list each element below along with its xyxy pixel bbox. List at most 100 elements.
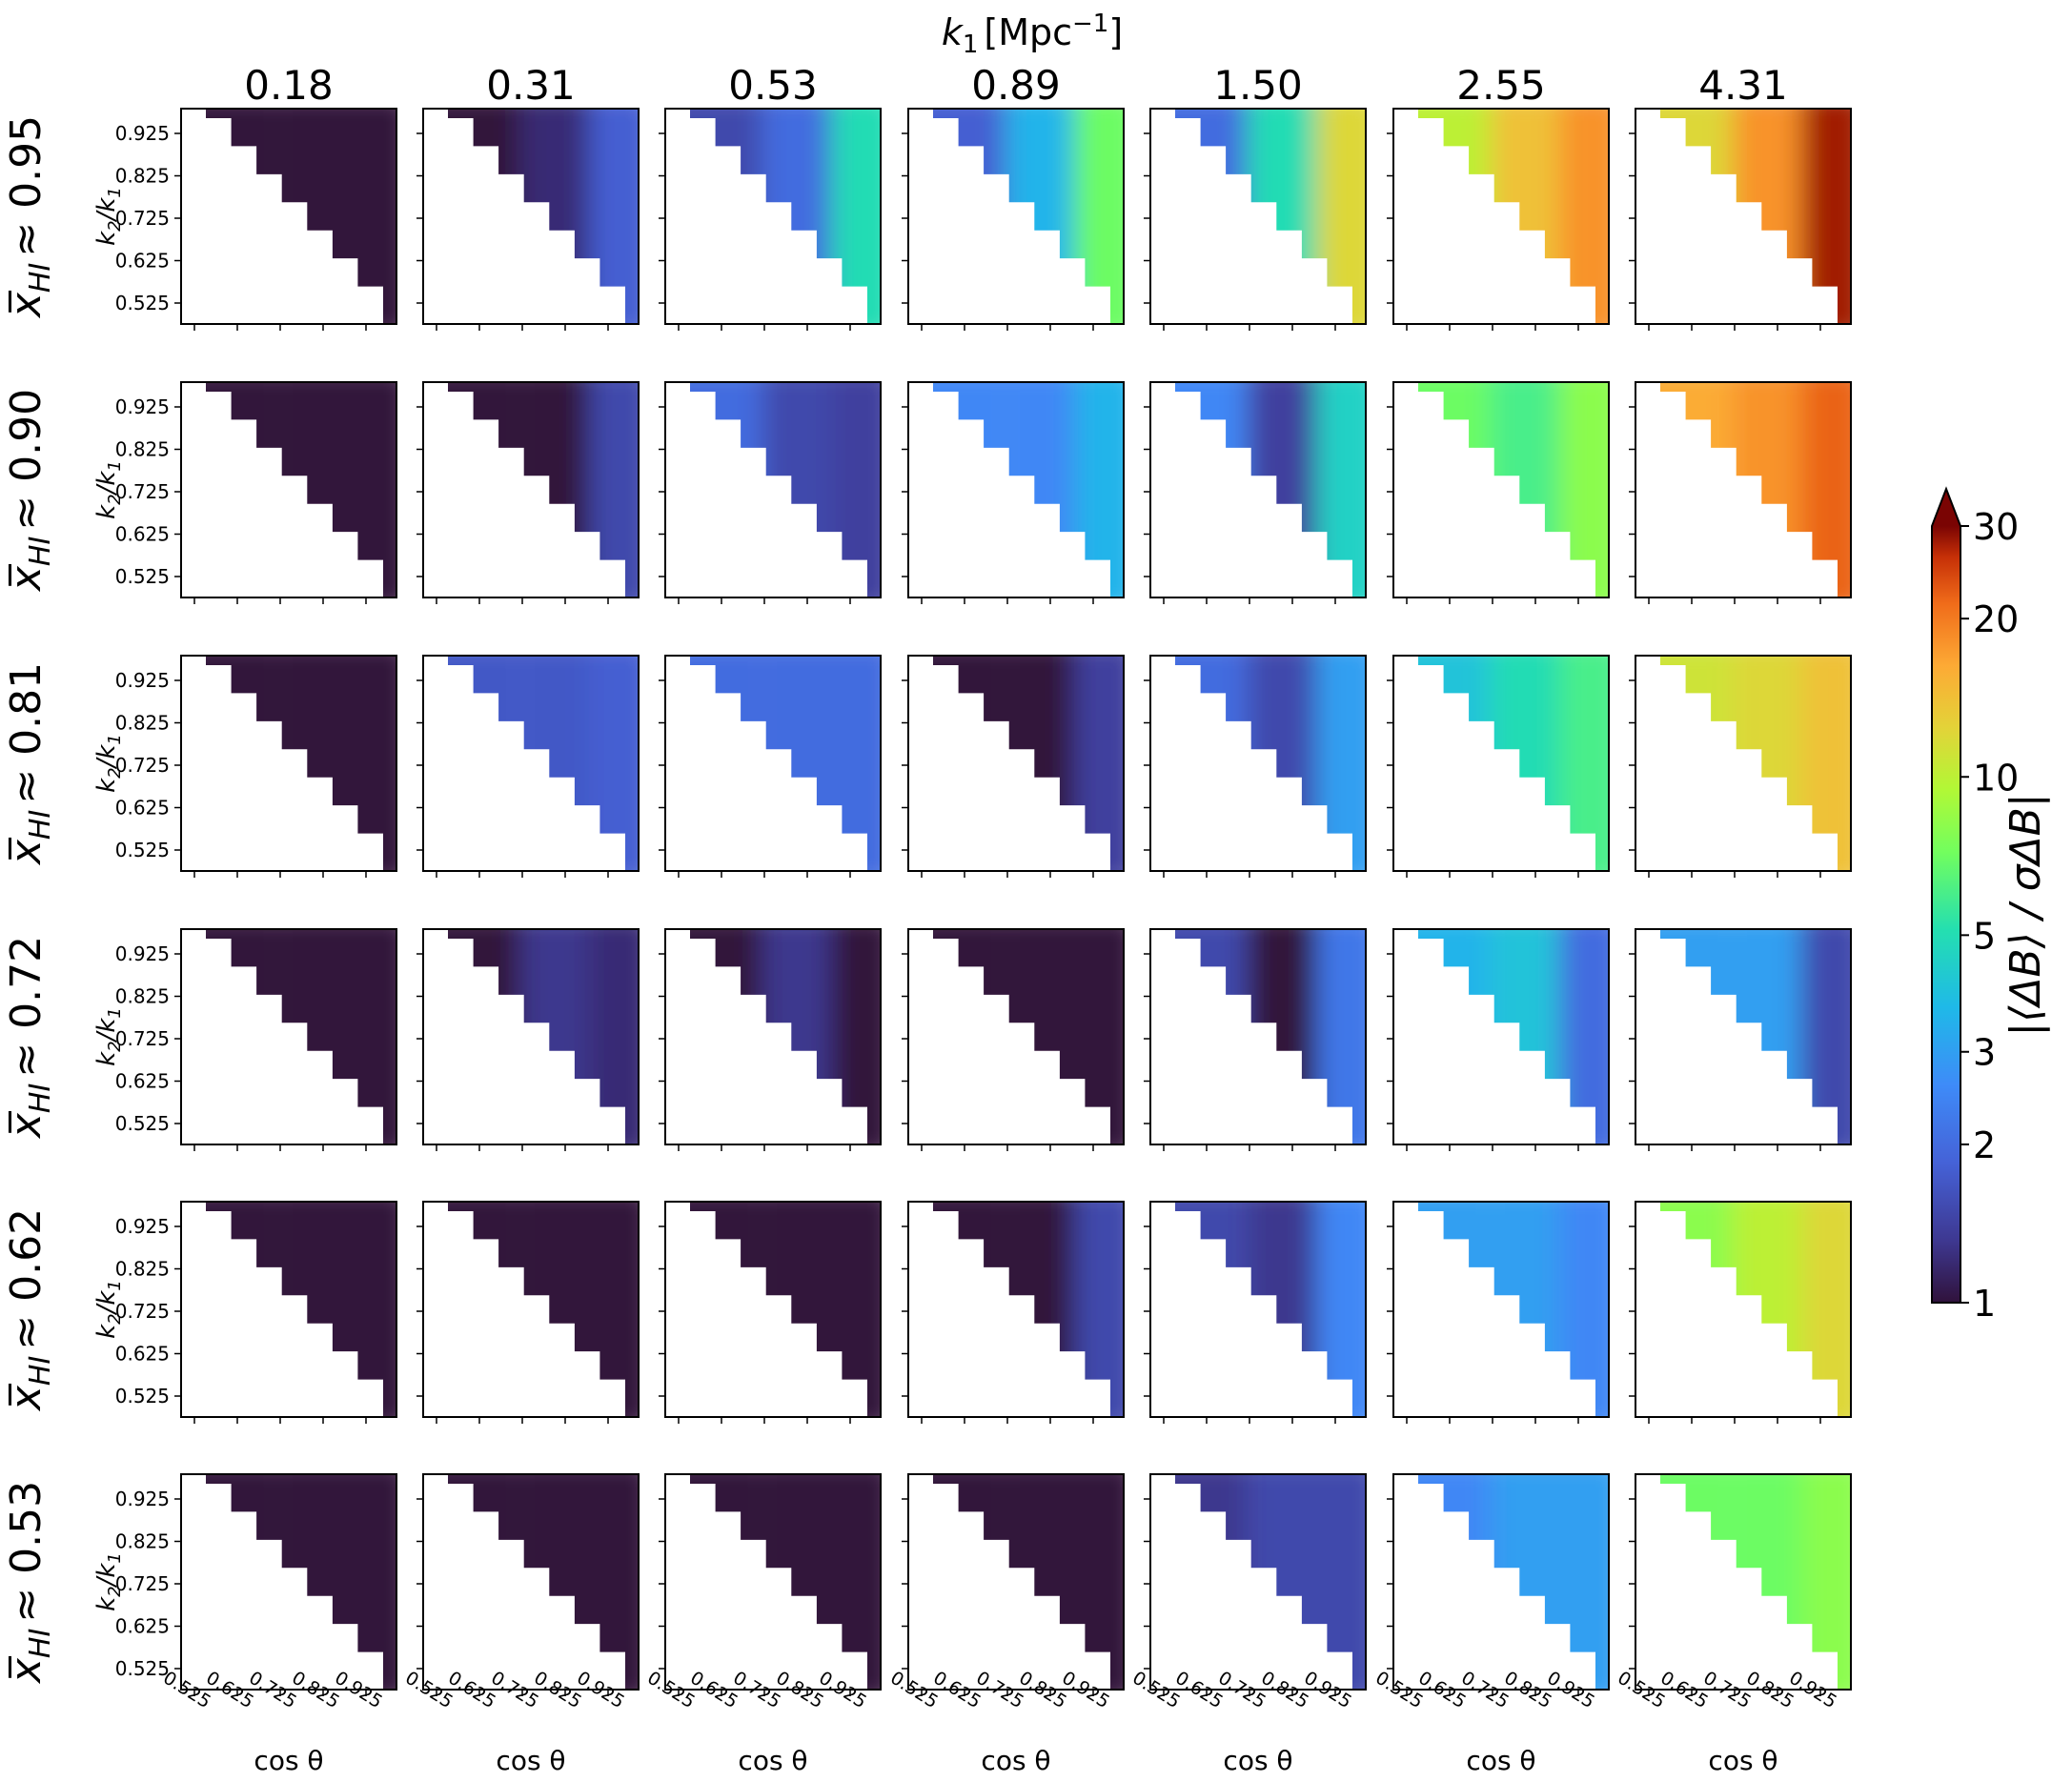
panel: 0.925 0.825 0.725 0.625 0.525 k2/k1 xyxy=(92,381,397,604)
panel xyxy=(659,1201,882,1424)
panel-frame xyxy=(180,1473,397,1691)
y-tick-label: 0.725 xyxy=(115,1027,170,1050)
colorbar-tick-label: 2 xyxy=(1973,1124,1996,1166)
y-tick-label: 0.825 xyxy=(115,1530,170,1553)
masked-region xyxy=(908,1202,1110,1417)
masked-region xyxy=(1635,382,1838,597)
colorbar-tick-label: 20 xyxy=(1973,598,2019,640)
y-tick-label: 0.725 xyxy=(115,754,170,777)
panel-frame xyxy=(907,655,1125,872)
masked-region xyxy=(1635,1474,1838,1690)
y-tick-label: 0.725 xyxy=(115,1300,170,1323)
panel xyxy=(1629,928,1852,1151)
panel-frame xyxy=(422,1201,640,1418)
masked-region xyxy=(1150,1202,1352,1417)
masked-region xyxy=(908,656,1110,871)
x-axis-label: cos θ xyxy=(1466,1745,1535,1776)
panel-frame xyxy=(907,928,1125,1145)
panel: 0.925 0.825 0.725 0.625 0.525 k2/k1 xyxy=(92,1201,397,1424)
y-tick-label: 0.525 xyxy=(115,1112,170,1135)
row-label: x̅HI≈ 0.62 xyxy=(2,1208,57,1412)
row-label: x̅HI≈ 0.90 xyxy=(2,389,57,593)
panel xyxy=(416,381,640,604)
column-label: 0.89 xyxy=(971,62,1061,109)
panel: 0.925 0.825 0.725 0.625 0.525 k2/k1 xyxy=(92,928,397,1151)
y-axis-label: k2/k1 xyxy=(92,187,125,246)
panel xyxy=(1144,381,1367,604)
panel-frame xyxy=(664,655,882,872)
y-tick-label: 0.625 xyxy=(115,250,170,273)
panel-frame xyxy=(907,108,1125,325)
colorbar-tick-label: 1 xyxy=(1973,1283,1996,1325)
column-header-title: k1 [Mpc−1] xyxy=(942,10,1123,59)
panel-frame xyxy=(1149,108,1367,325)
panel xyxy=(416,655,640,878)
masked-region xyxy=(665,929,867,1144)
column-label: 1.50 xyxy=(1213,62,1303,109)
y-tick-label: 0.825 xyxy=(115,985,170,1008)
y-tick-label: 0.625 xyxy=(115,1343,170,1366)
row-label: x̅HI≈ 0.53 xyxy=(2,1481,57,1685)
panel-frame xyxy=(1149,381,1367,598)
row-label: x̅HI≈ 0.95 xyxy=(2,115,57,319)
masked-region xyxy=(423,382,625,597)
y-tick-label: 0.925 xyxy=(115,122,170,145)
masked-region xyxy=(423,109,625,324)
masked-region xyxy=(1393,929,1595,1144)
colorbar-label: |⟨ΔB⟩ / σΔB| xyxy=(2001,793,2050,1036)
masked-region xyxy=(665,656,867,871)
y-axis-label: k2/k1 xyxy=(92,1552,125,1611)
panel-frame xyxy=(1392,381,1610,598)
colorbar-outline xyxy=(1931,486,1961,1304)
y-axis-label: k2/k1 xyxy=(92,460,125,519)
panel xyxy=(1387,381,1610,604)
y-tick-label: 0.825 xyxy=(115,165,170,188)
masked-region xyxy=(1393,382,1595,597)
panel-frame xyxy=(664,1473,882,1691)
y-tick-label: 0.825 xyxy=(115,438,170,461)
column-label: 4.31 xyxy=(1698,62,1788,109)
y-tick-label: 0.925 xyxy=(115,1215,170,1238)
masked-region xyxy=(423,1202,625,1417)
masked-region xyxy=(1635,929,1838,1144)
panel-frame xyxy=(180,381,397,598)
panel-frame xyxy=(180,928,397,1145)
row-labels: x̅HI≈ 0.95 x̅HI≈ 0.90 x̅HI≈ 0.81 x̅HI≈ 0.72… xyxy=(2,115,57,1685)
masked-region xyxy=(1635,656,1838,871)
y-tick-label: 0.725 xyxy=(115,1572,170,1595)
column-label: 2.55 xyxy=(1456,62,1546,109)
y-tick-label: 0.525 xyxy=(115,292,170,314)
masked-region xyxy=(908,109,1110,324)
panel xyxy=(902,655,1125,878)
panel-frame xyxy=(1392,1473,1610,1691)
panel xyxy=(1144,1201,1367,1424)
panel xyxy=(659,655,882,878)
y-tick-label: 0.625 xyxy=(115,523,170,546)
row-label: x̅HI≈ 0.81 xyxy=(2,662,57,866)
panel-frame xyxy=(1392,928,1610,1145)
y-axis-label: k2/k1 xyxy=(92,1280,125,1339)
x-axis-label: cos θ xyxy=(1708,1745,1777,1776)
panel-frame xyxy=(422,108,640,325)
y-tick-label: 0.825 xyxy=(115,1258,170,1281)
panel xyxy=(1629,1201,1852,1424)
panel-frame xyxy=(664,1201,882,1418)
panel: 0.925 0.825 0.725 0.625 0.525 k2/k1 xyxy=(92,108,397,331)
panel xyxy=(1144,655,1367,878)
x-axis-label: cos θ xyxy=(254,1745,323,1776)
y-axis-label: k2/k1 xyxy=(92,1007,125,1066)
masked-region xyxy=(1635,1202,1838,1417)
x-axis-label: cos θ xyxy=(738,1745,807,1776)
y-tick-label: 0.625 xyxy=(115,1615,170,1638)
colorbar-tick-label: 5 xyxy=(1973,915,1996,957)
masked-region xyxy=(181,656,383,871)
panel xyxy=(1387,655,1610,878)
masked-region xyxy=(1393,109,1595,324)
panel-frame xyxy=(664,381,882,598)
masked-region xyxy=(181,1474,383,1690)
panel xyxy=(1387,928,1610,1151)
panel xyxy=(659,108,882,331)
